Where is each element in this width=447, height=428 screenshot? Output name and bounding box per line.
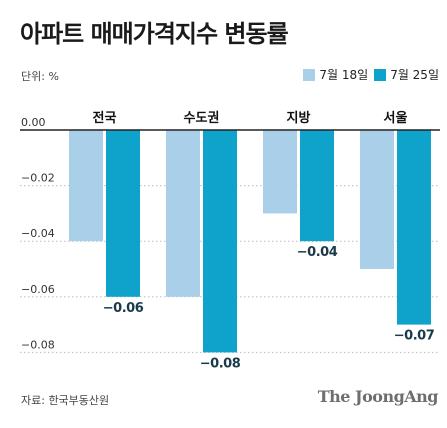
unit-label: 단위: % [21, 70, 59, 83]
legend-item-series-2: 7월 25일 [374, 66, 439, 83]
category-label-1: 수도권 [184, 111, 220, 126]
category-label-0: 전국 [93, 110, 117, 126]
y-tick-label-4: −0.08 [21, 338, 55, 351]
bar-1-series-2 [203, 130, 237, 353]
bar-2-series-2 [300, 130, 334, 242]
y-tick-label-3: −0.06 [21, 283, 55, 296]
bar-2-series-1 [263, 130, 297, 214]
data-label-1-series-1: −0.06 [163, 301, 204, 316]
data-label-0-series-2: −0.06 [103, 301, 144, 316]
y-tick-label-0: 0.00 [21, 116, 46, 129]
legend-label-series-1: 7월 18일 [319, 68, 369, 82]
brand-logo: The JoongAng [317, 387, 439, 406]
bar-0-series-2 [106, 130, 140, 297]
legend-swatch-series-2 [374, 68, 387, 81]
data-label-1-series-2: −0.08 [200, 356, 241, 371]
data-label-2-series-1: −0.03 [260, 217, 301, 232]
legend-label-series-2: 7월 25일 [390, 68, 439, 82]
category-label-3: 서울 [384, 110, 408, 126]
data-label-2-series-2: −0.04 [297, 245, 338, 260]
data-label-3-series-1: −0.05 [357, 273, 398, 288]
bar-0-series-1 [69, 130, 103, 242]
chart-title: 아파트 매매가격지수 변동률 [20, 20, 289, 48]
y-tick-label-2: −0.04 [21, 227, 55, 240]
data-label-0-series-1: −0.04 [66, 245, 107, 260]
bar-1-series-1 [166, 130, 200, 297]
data-label-3-series-2: −0.07 [394, 329, 435, 344]
bar-3-series-1 [360, 130, 394, 269]
legend: 7월 18일 7월 25일 [303, 66, 439, 83]
bar-3-series-2 [397, 130, 431, 325]
legend-swatch-series-1 [303, 68, 316, 81]
category-label-2: 지방 [287, 110, 311, 126]
y-tick-label-1: −0.02 [21, 172, 55, 185]
legend-item-series-1: 7월 18일 [303, 66, 368, 83]
source-label: 자료: 한국부동산원 [21, 394, 110, 407]
